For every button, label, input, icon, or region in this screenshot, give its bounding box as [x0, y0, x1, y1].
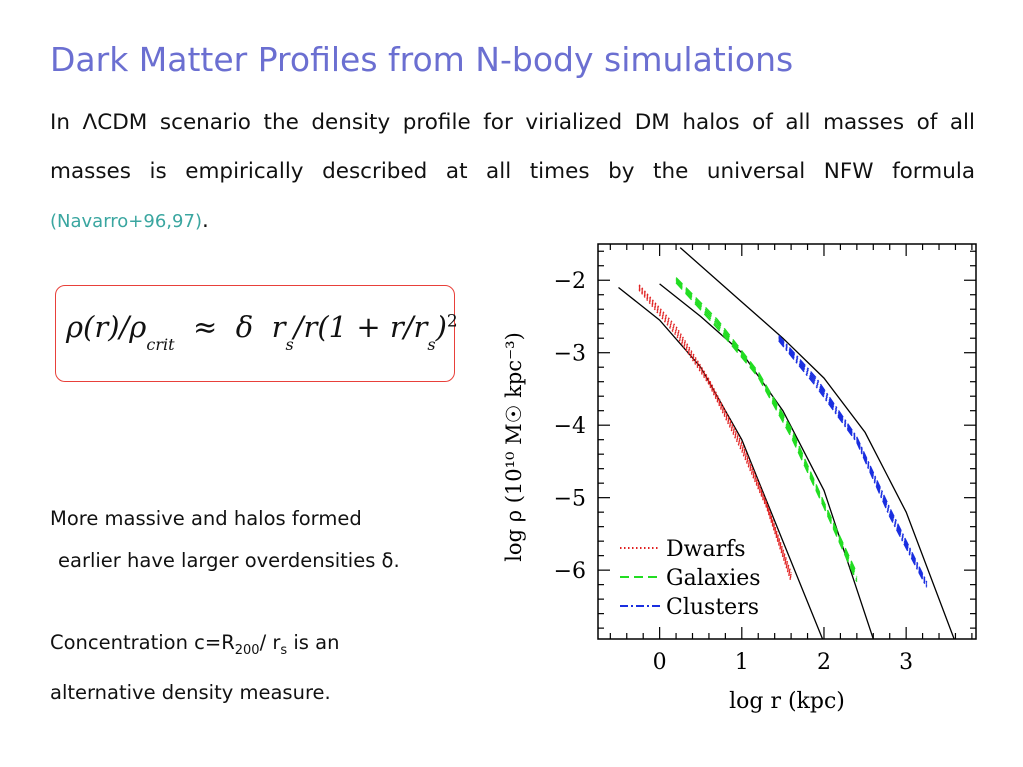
- y-tick-label: −5: [554, 487, 586, 512]
- y-axis-label: log ρ (10¹⁰ M☉ kpc⁻³): [502, 332, 526, 562]
- nfw-fit-line: [679, 247, 955, 639]
- series-clusters-line: [778, 337, 928, 585]
- massive-note-line1: More massive and halos formed: [50, 507, 362, 530]
- x-tick-label: 2: [817, 650, 831, 675]
- legend-label-dwarfs: Dwarfs: [666, 537, 746, 562]
- conc-b: / r: [259, 631, 281, 654]
- plot-frame: [597, 243, 977, 640]
- data-lines: [618, 247, 955, 639]
- massive-note-line2: earlier have larger overdensities δ.: [58, 549, 400, 572]
- eq-close: ): [435, 310, 447, 344]
- massive-halos-note: More massive and halos formed earlier ha…: [50, 498, 400, 582]
- series-clusters-line: [778, 340, 928, 588]
- density-profile-chart: 0 1 2 3 −2 −3 −4 −5 −6 log r (kpc) log ρ (10¹⁰ …: [502, 243, 977, 714]
- eq-approx: ≈: [192, 310, 218, 344]
- citation-text: Navarro+96,97: [57, 211, 195, 232]
- series-galaxies-line: [675, 279, 858, 578]
- series-dwarfs-line: [638, 289, 792, 582]
- series-clusters-line: [778, 339, 928, 587]
- x-tick-label: 0: [653, 650, 667, 675]
- eq-delta: δ: [235, 310, 254, 344]
- conc-a: Concentration c=R: [50, 631, 235, 654]
- series-dwarfs-line: [638, 287, 792, 578]
- series-galaxies-line: [675, 277, 858, 574]
- slide-title: Dark Matter Profiles from N-body simulat…: [50, 40, 794, 79]
- series-clusters-line: [778, 335, 928, 583]
- eq-rs: r: [271, 310, 286, 344]
- conc-note-line2: alternative density measure.: [50, 680, 331, 704]
- conc-note-line1: Concentration c=R200/ rs is an: [50, 622, 339, 672]
- eq-rs2-sub: s: [427, 334, 436, 354]
- conc-c: is an: [293, 631, 340, 654]
- series-dwarfs-line: [638, 284, 792, 574]
- axis-ticks: [598, 244, 976, 639]
- eq-lhs: ρ(r)/ρ: [66, 310, 147, 344]
- legend-label-clusters: Clusters: [666, 595, 759, 620]
- y-tick-label: −4: [554, 414, 586, 439]
- intro-paragraph: In ΛCDM scenario the density profile for…: [50, 110, 975, 233]
- intro-text: In ΛCDM scenario the density profile for…: [50, 110, 975, 184]
- nfw-equation: ρ(r)/ρcrit ≈ δ rs/r(1 + r/rs)2: [66, 310, 458, 354]
- y-tick-label: −2: [554, 269, 586, 294]
- legend-label-galaxies: Galaxies: [666, 566, 761, 591]
- x-tick-label: 1: [735, 650, 749, 675]
- x-tick-label: 3: [899, 650, 913, 675]
- chart-legend: Dwarfs Galaxies Clusters: [620, 537, 761, 620]
- conc-sub2: s: [280, 642, 288, 658]
- series-dwarfs-line: [638, 288, 792, 580]
- nfw-equation-box: ρ(r)/ρcrit ≈ δ rs/r(1 + r/rs)2: [55, 285, 458, 382]
- clipped-lines: [618, 247, 955, 639]
- y-tick-label: −6: [554, 559, 586, 584]
- concentration-note: Concentration c=R200/ rs is an alternati…: [50, 622, 339, 714]
- eq-rs-sub: s: [285, 334, 294, 354]
- conc-sub: 200: [234, 642, 260, 658]
- x-axis-label: log r (kpc): [729, 689, 845, 714]
- eq-crit-sub: crit: [146, 334, 175, 354]
- x-tick-labels: 0 1 2 3: [653, 650, 914, 675]
- eq-power: 2: [446, 311, 458, 332]
- y-tick-labels: −2 −3 −4 −5 −6: [554, 269, 586, 584]
- eq-mid: /r(1 + r/r: [293, 310, 428, 344]
- y-tick-label: −3: [554, 342, 586, 367]
- citation-link[interactable]: (Navarro+96,97): [50, 211, 202, 232]
- series-galaxies-line: [675, 281, 858, 580]
